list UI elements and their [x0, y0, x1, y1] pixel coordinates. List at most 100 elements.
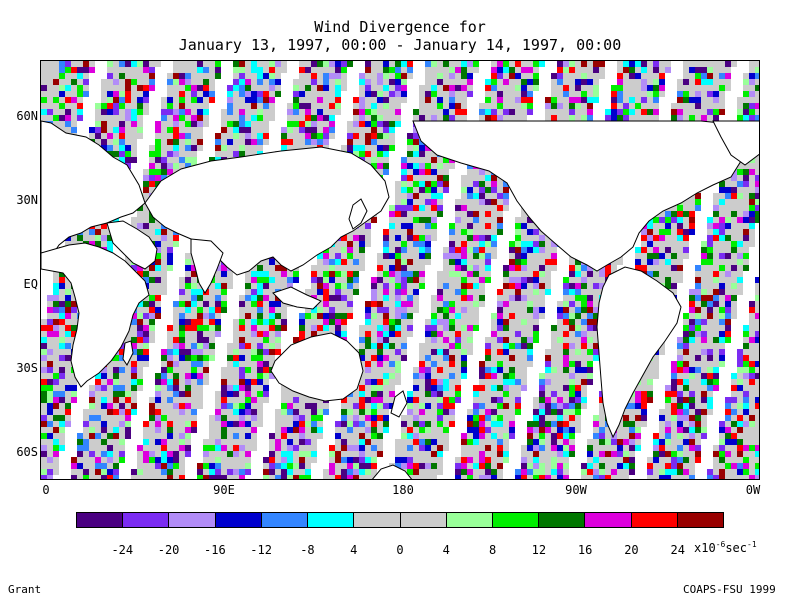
swath-cell	[413, 277, 419, 283]
swath-cell	[449, 241, 455, 247]
swath-cell	[323, 265, 329, 271]
swath-cell	[257, 265, 263, 271]
swath-cell	[533, 277, 539, 283]
swath-cell	[377, 337, 383, 343]
swath-cell	[413, 175, 419, 181]
swath-cell	[287, 133, 293, 139]
swath-cell	[401, 169, 407, 175]
swath-cell	[587, 85, 593, 91]
swath-cell	[95, 109, 101, 115]
swath-cell	[347, 265, 353, 271]
swath-cell	[725, 253, 731, 259]
swath-cell	[347, 313, 353, 319]
swath-cell	[545, 235, 551, 241]
swath-cell	[431, 337, 437, 343]
swath-cell	[317, 319, 323, 325]
swath-cell	[563, 313, 569, 319]
swath-cell	[521, 235, 527, 241]
swath-cell	[611, 103, 617, 109]
swath-cell	[149, 163, 155, 169]
swath-cell	[395, 67, 401, 73]
swath-cell	[281, 319, 287, 325]
swath-cell	[107, 91, 113, 97]
swath-cell	[113, 217, 119, 223]
swath-cell	[65, 295, 71, 301]
swath-cell	[191, 289, 197, 295]
swath-cell	[737, 253, 743, 259]
swath-cell	[233, 127, 239, 133]
swath-cell	[467, 265, 473, 271]
swath-cell	[149, 61, 155, 67]
swath-cell	[509, 73, 515, 79]
swath-cell	[587, 367, 593, 373]
swath-cell	[701, 253, 707, 259]
swath-cell	[347, 295, 353, 301]
swath-cell	[59, 277, 65, 283]
swath-cell	[557, 109, 563, 115]
swath-cell	[479, 247, 485, 253]
swath-cell	[329, 319, 335, 325]
swath-cell	[461, 235, 467, 241]
swath-cell	[749, 367, 755, 373]
swath-cell	[437, 193, 443, 199]
swath-cell	[371, 73, 377, 79]
swath-cell	[521, 91, 527, 97]
swath-cell	[131, 337, 137, 343]
swath-cell	[185, 265, 191, 271]
swath-cell	[629, 91, 635, 97]
swath-cell	[647, 109, 653, 115]
swath-cell	[461, 247, 467, 253]
swath-cell	[383, 271, 389, 277]
swath-cell	[713, 355, 719, 361]
swath-cell	[491, 331, 497, 337]
swath-cell	[263, 283, 269, 289]
swath-cell	[455, 205, 461, 211]
swath-cell	[389, 289, 395, 295]
swath-cell	[377, 91, 383, 97]
swath-cell	[509, 295, 515, 301]
swath-cell	[431, 235, 437, 241]
swath-cell	[239, 61, 245, 67]
swath-cell	[71, 331, 77, 337]
swath-cell	[437, 301, 443, 307]
swath-cell	[389, 91, 395, 97]
swath-cell	[179, 157, 185, 163]
swath-cell	[719, 301, 725, 307]
swath-cell	[683, 229, 689, 235]
swath-cell	[719, 277, 725, 283]
swath-cell	[431, 349, 437, 355]
swath-cell	[533, 271, 539, 277]
swath-cell	[455, 211, 461, 217]
swath-cell	[467, 307, 473, 313]
swath-cell	[113, 73, 119, 79]
swath-cell	[149, 229, 155, 235]
swath-cell	[695, 325, 701, 331]
swath-cell	[215, 277, 221, 283]
swath-cell	[419, 151, 425, 157]
swath-cell	[53, 337, 59, 343]
swath-cell	[131, 355, 137, 361]
swath-cell	[335, 73, 341, 79]
swath-cell	[269, 307, 275, 313]
swath-cell	[293, 277, 299, 283]
swath-cell	[725, 247, 731, 253]
swath-cell	[185, 97, 191, 103]
swath-cell	[545, 97, 551, 103]
swath-cell	[503, 85, 509, 91]
swath-cell	[53, 367, 59, 373]
swath-cell	[161, 283, 167, 289]
swath-cell	[353, 127, 359, 133]
swath-cell	[179, 115, 185, 121]
swath-cell	[347, 241, 353, 247]
swath-cell	[755, 349, 759, 355]
swath-cell	[161, 259, 167, 265]
swath-cell	[527, 343, 533, 349]
swath-cell	[173, 301, 179, 307]
swath-cell	[407, 235, 413, 241]
swath-cell	[149, 307, 155, 313]
swath-cell	[149, 283, 155, 289]
swath-cell	[293, 91, 299, 97]
swath-cell	[155, 241, 161, 247]
swath-cell	[383, 331, 389, 337]
swath-cell	[215, 151, 221, 157]
